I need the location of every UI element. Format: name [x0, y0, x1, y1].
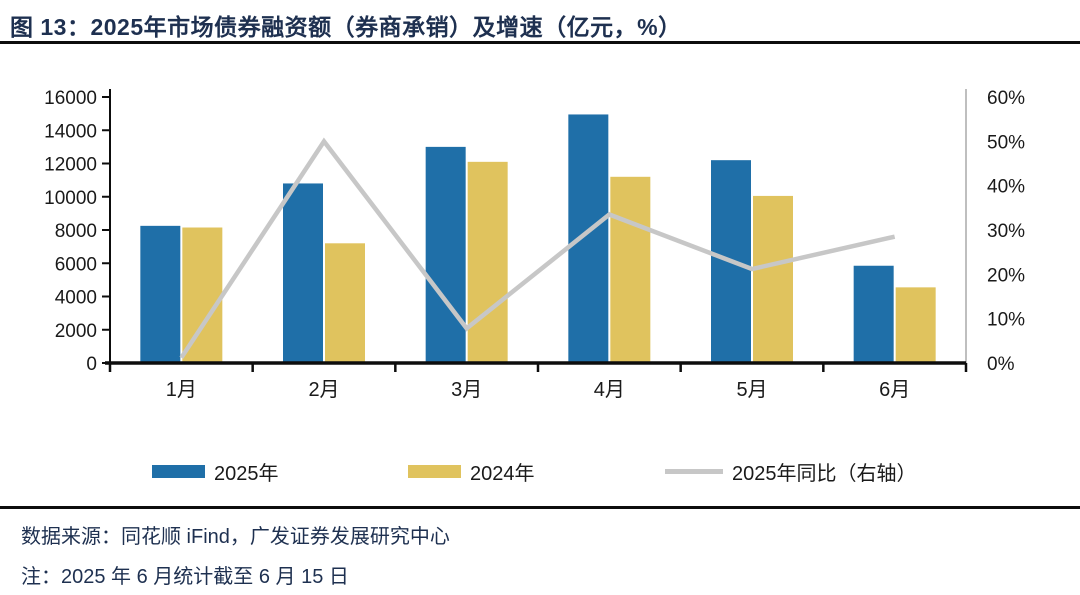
bar-2024年-6月 [895, 287, 936, 363]
legend-swatch-2024-bar [408, 464, 461, 478]
right-axis-tick-label: 30% [987, 221, 1025, 242]
x-axis-category-label: 1月 [166, 379, 197, 401]
data-source-text: 数据来源：同花顺 iFind，广发证券发展研究中心 [21, 526, 450, 548]
right-axis-tick-label: 60% [987, 88, 1025, 109]
legend-swatch-2025-bar [152, 464, 205, 478]
right-axis-tick-label: 40% [987, 177, 1025, 198]
bar-2025年-4月 [568, 114, 609, 363]
left-axis-tick-label: 16000 [44, 88, 97, 109]
x-axis-category-label: 4月 [594, 379, 625, 401]
legend-label-2024: 2024年 [470, 462, 535, 485]
bar-2024年-5月 [753, 195, 793, 363]
title-divider [0, 41, 1080, 44]
right-axis-tick-label: 50% [987, 132, 1025, 153]
bar-2024年-1月 [182, 227, 223, 363]
chart-title: 图 13：2025年市场债券融资额（券商承销）及增速（亿元，%） [10, 14, 682, 40]
left-axis-tick-label: 8000 [55, 221, 97, 242]
footer-divider [0, 506, 1080, 509]
bar-2025年-2月 [283, 183, 323, 363]
bar-2024年-2月 [325, 243, 365, 363]
bar-line-chart: 0 2000 4000 6000 8000 10000 12000 14000 16000 0% 1… [44, 88, 1025, 401]
chart-legend: 2025年 2024年 2025年同比（右轴） [0, 455, 1080, 487]
legend-item-2024: 2024年 [408, 455, 535, 487]
legend-label-yoy: 2025年同比（右轴） [732, 462, 917, 485]
left-axis-tick-label: 2000 [55, 321, 97, 342]
left-axis-tick-label: 12000 [44, 155, 97, 176]
bar-2025年-6月 [853, 265, 894, 363]
legend-item-yoy-line: 2025年同比（右轴） [665, 455, 917, 487]
bar-2025年-1月 [140, 225, 181, 363]
x-axis-category-label: 6月 [879, 379, 910, 401]
yoy-growth-line [179, 137, 896, 359]
legend-label-2025: 2025年 [214, 462, 279, 485]
x-axis-category-label: 5月 [736, 379, 767, 401]
left-axis-tick-label: 4000 [55, 288, 97, 309]
x-axis-category-label: 3月 [451, 379, 482, 401]
left-axis-tick-label: 6000 [55, 254, 97, 275]
legend-swatch-yoy-line [665, 468, 723, 474]
left-axis-tick-label: 0 [86, 354, 97, 375]
right-axis-tick-label: 10% [987, 310, 1025, 331]
footnote-text: 注：2025 年 6 月统计截至 6 月 15 日 [21, 566, 349, 588]
left-axis-tick-label: 10000 [44, 188, 97, 209]
bar-2025年-3月 [425, 146, 466, 363]
legend-item-2025: 2025年 [152, 455, 279, 487]
bar-2024年-3月 [467, 161, 508, 363]
x-axis-category-label: 2月 [308, 379, 339, 401]
left-axis-tick-label: 14000 [44, 121, 97, 142]
bar-2024年-4月 [610, 176, 651, 363]
right-axis-tick-label: 0% [987, 354, 1015, 375]
right-axis-tick-label: 20% [987, 265, 1025, 286]
